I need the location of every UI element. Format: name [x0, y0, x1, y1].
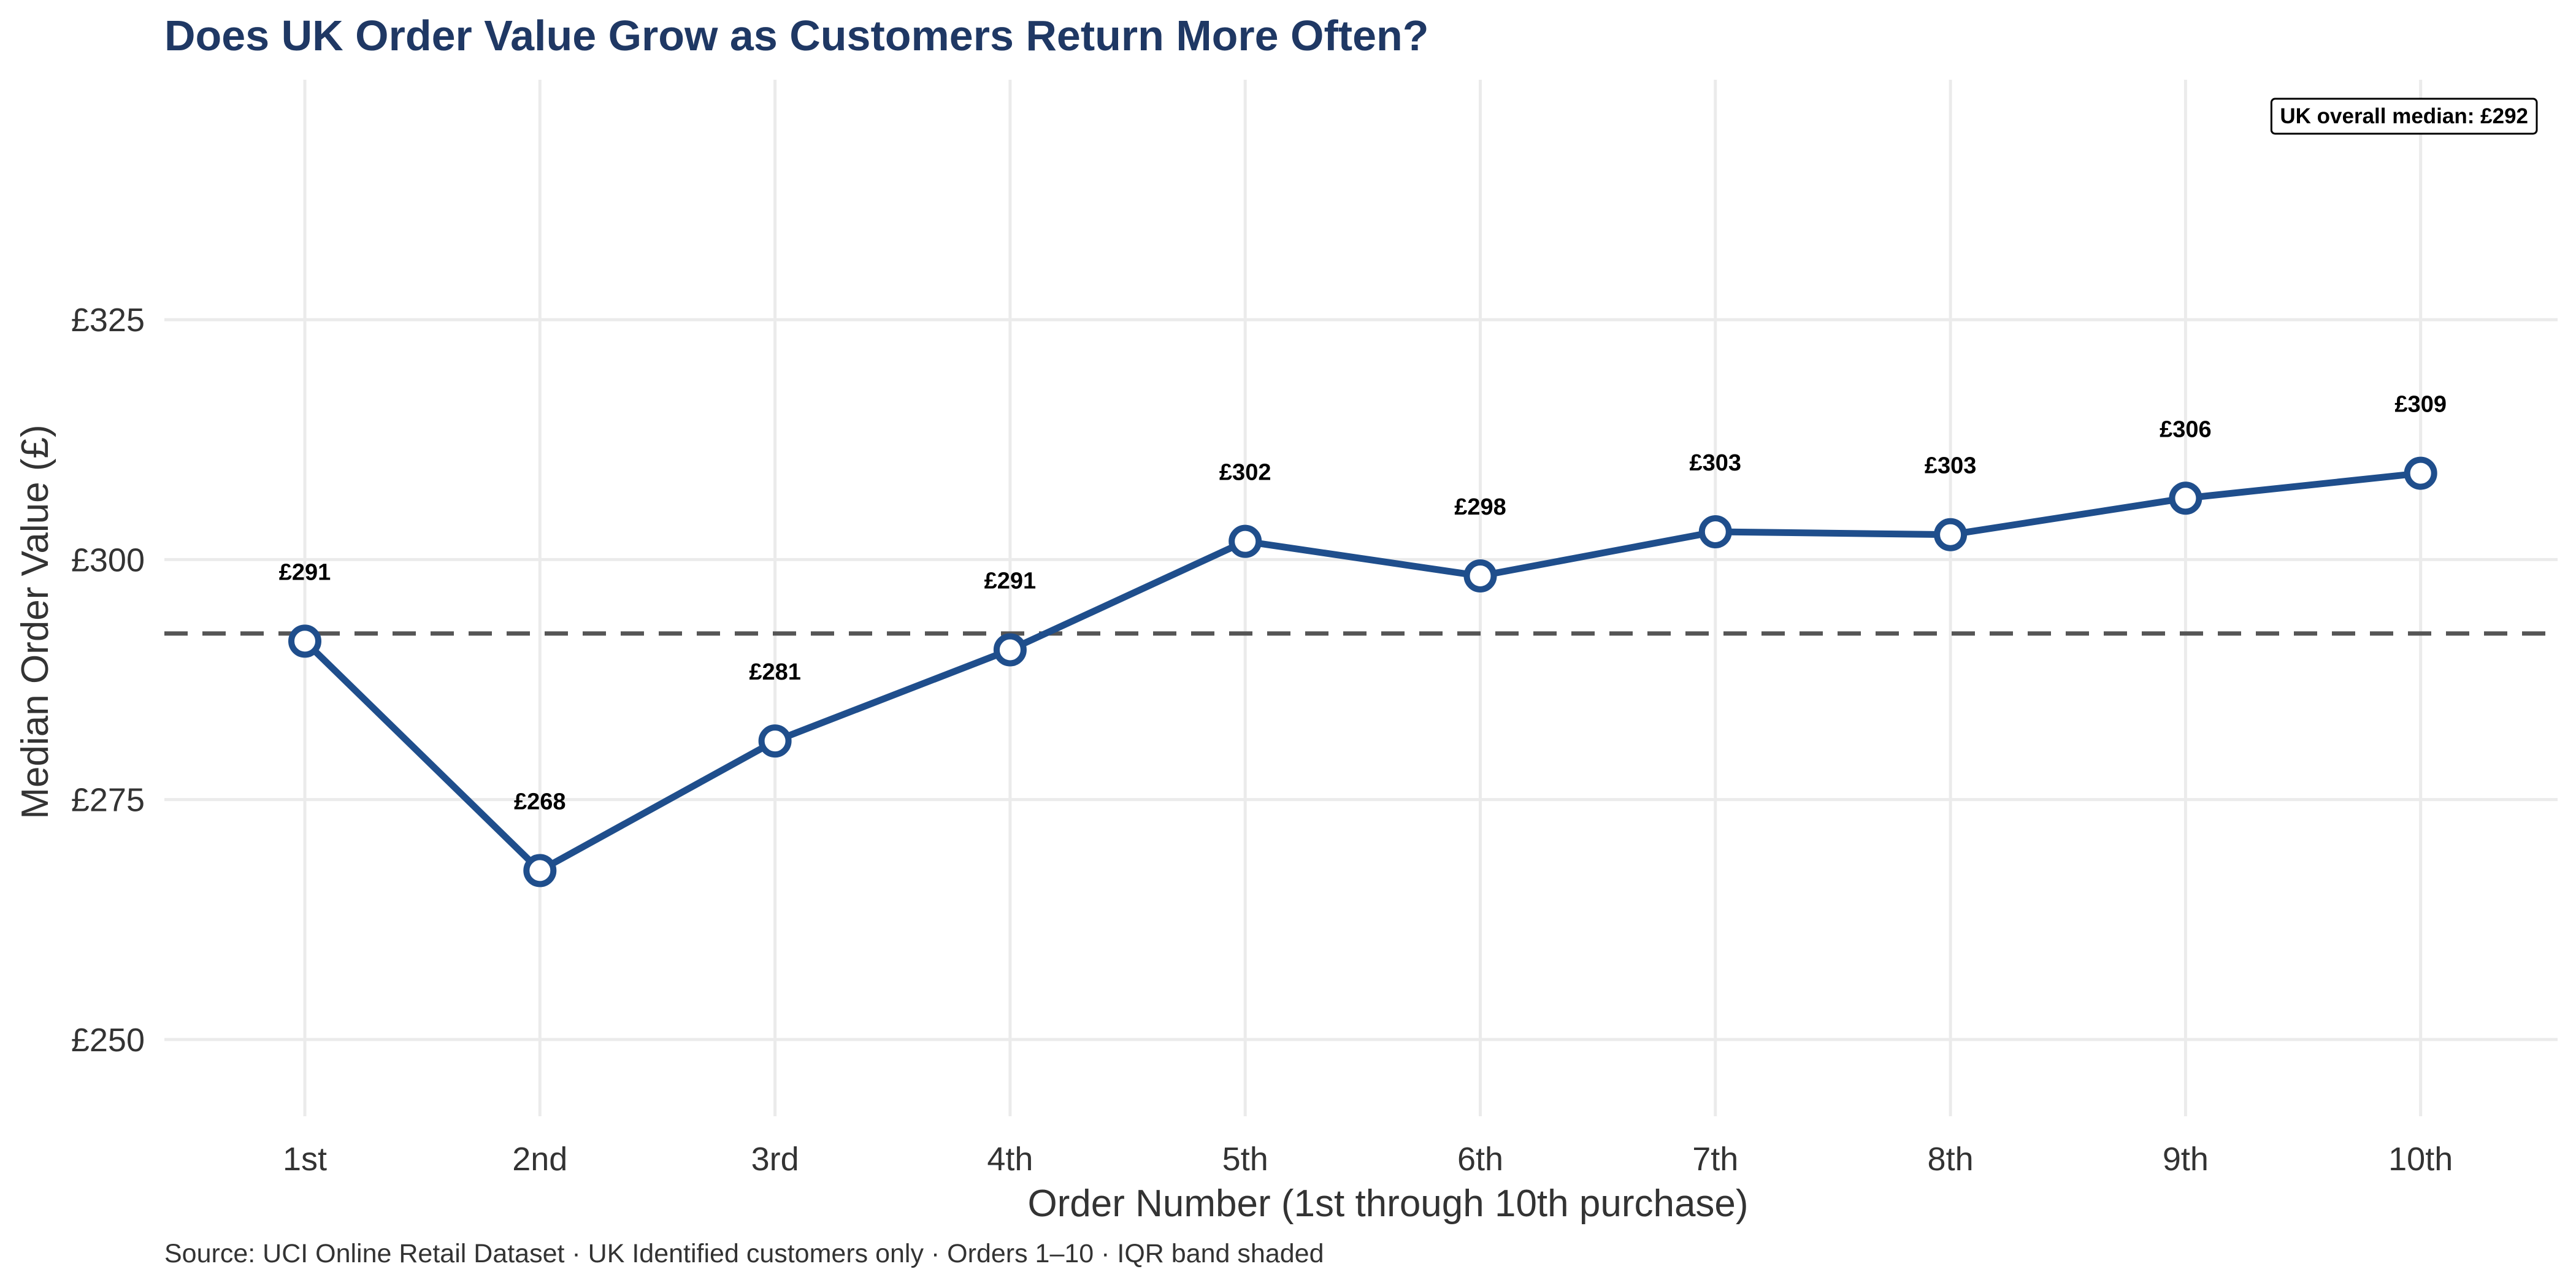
y-axis-ticks: £250 £275 £300 £325: [71, 302, 145, 1059]
data-label-10th: £309: [2394, 392, 2447, 418]
data-label-7th: £303: [1690, 450, 1742, 476]
x-tick-label-2nd: 2nd: [512, 1141, 567, 1178]
y-tick-label: £275: [71, 782, 145, 819]
data-label-5th: £302: [1219, 460, 1271, 486]
chart-title: Does UK Order Value Grow as Customers Re…: [164, 12, 1429, 59]
data-points: [288, 456, 2437, 887]
x-tick-label-8th: 8th: [1928, 1141, 1974, 1178]
x-tick-label-10th: 10th: [2388, 1141, 2453, 1178]
data-point-1st: [288, 624, 321, 658]
x-tick-label-6th: 6th: [1457, 1141, 1503, 1178]
y-tick-label: £300: [71, 542, 145, 578]
data-point-2nd: [523, 854, 557, 887]
data-point-5th: [1229, 524, 1262, 558]
y-tick-label: £250: [71, 1022, 145, 1059]
data-label-4th: £291: [984, 569, 1037, 594]
data-label-6th: £298: [1454, 494, 1506, 520]
x-tick-label-5th: 5th: [1222, 1141, 1268, 1178]
data-label-9th: £306: [2160, 416, 2212, 442]
chart-caption: Source: UCI Online Retail Dataset · UK I…: [164, 1239, 1324, 1268]
gridlines: [164, 80, 2558, 1116]
data-point-4th: [993, 633, 1027, 667]
x-tick-label-1st: 1st: [283, 1141, 327, 1178]
data-label-2nd: £268: [514, 789, 566, 815]
x-tick-label-7th: 7th: [1692, 1141, 1738, 1178]
data-point-3rd: [758, 724, 792, 758]
x-tick-label-9th: 9th: [2163, 1141, 2209, 1178]
data-point-9th: [2169, 481, 2202, 515]
x-tick-label-3rd: 3rd: [751, 1141, 799, 1178]
annotation-label: UK overall median: £292: [2280, 104, 2528, 128]
x-axis-title: Order Number (1st through 10th purchase): [1027, 1183, 1748, 1225]
data-labels: £291 £268 £281 £291 £302 £298 £303 £303 £306 £309: [279, 392, 2447, 815]
x-tick-label-4th: 4th: [987, 1141, 1033, 1178]
x-axis-ticks: 1st 2nd 3rd 4th 5th 6th 7th 8th 9th 10th: [283, 1141, 2453, 1178]
data-label-3rd: £281: [749, 659, 801, 685]
data-point-7th: [1698, 515, 1732, 549]
data-point-6th: [1463, 559, 1497, 593]
y-axis-title: Median Order Value (£): [14, 424, 56, 819]
series-order-value: [301, 470, 2425, 874]
data-label-8th: £303: [1925, 453, 1977, 479]
reference-annotation: UK overall median: £292: [2270, 98, 2538, 135]
data-point-8th: [1934, 518, 1968, 551]
data-label-1st: £291: [279, 559, 331, 585]
annotation-box: [2270, 98, 2538, 135]
data-point-10th: [2404, 456, 2437, 490]
y-tick-label: £325: [71, 302, 145, 339]
series-line: [301, 470, 2425, 874]
